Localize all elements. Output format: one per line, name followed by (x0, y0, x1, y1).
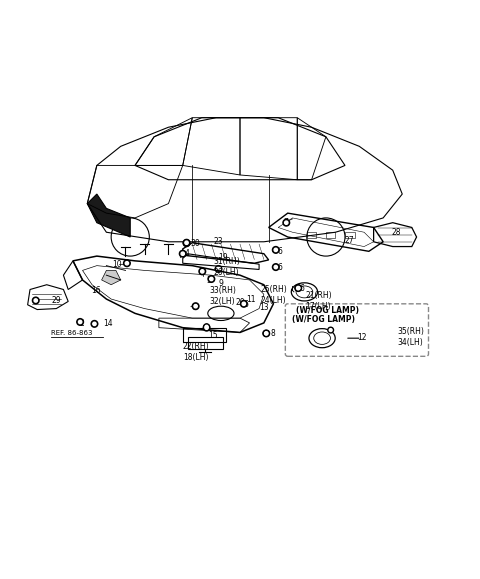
Circle shape (297, 287, 300, 290)
Text: 6: 6 (277, 247, 282, 256)
Circle shape (273, 247, 279, 253)
Circle shape (205, 326, 208, 329)
Circle shape (263, 330, 270, 337)
Text: 14: 14 (103, 320, 113, 328)
Circle shape (208, 276, 215, 283)
Text: 16: 16 (91, 287, 101, 295)
Circle shape (297, 287, 300, 290)
Text: 25(RH)
24(LH): 25(RH) 24(LH) (261, 285, 287, 305)
Text: 6: 6 (277, 263, 282, 272)
Circle shape (265, 332, 268, 335)
Circle shape (199, 268, 205, 274)
Text: 23: 23 (214, 237, 223, 246)
Circle shape (329, 329, 332, 332)
Text: 31(RH)
26(LH): 31(RH) 26(LH) (213, 257, 240, 277)
Circle shape (203, 324, 210, 331)
Text: 4: 4 (185, 249, 190, 258)
Text: 15: 15 (208, 331, 217, 340)
Circle shape (295, 285, 301, 291)
Text: 30: 30 (191, 239, 201, 248)
Text: 6: 6 (300, 284, 304, 292)
Text: 21(RH)
17(LH): 21(RH) 17(LH) (305, 291, 332, 312)
Text: 8: 8 (270, 329, 275, 338)
Text: 11: 11 (246, 295, 255, 304)
Text: 10: 10 (113, 260, 122, 269)
Circle shape (242, 302, 245, 306)
Text: REF. 86-863: REF. 86-863 (50, 331, 92, 336)
Text: 27: 27 (344, 236, 354, 245)
Circle shape (295, 285, 301, 291)
Text: 5: 5 (206, 276, 212, 285)
Text: 3: 3 (192, 303, 197, 312)
Circle shape (264, 332, 268, 335)
Circle shape (192, 303, 199, 310)
Text: 19: 19 (218, 253, 228, 262)
Text: 33(RH)
32(LH): 33(RH) 32(LH) (209, 285, 236, 306)
Circle shape (201, 270, 204, 273)
Circle shape (274, 248, 277, 251)
Text: 29: 29 (51, 296, 60, 305)
Circle shape (285, 221, 288, 224)
Circle shape (274, 265, 277, 269)
Circle shape (273, 263, 279, 270)
Circle shape (264, 331, 269, 336)
Circle shape (204, 324, 209, 329)
Circle shape (180, 250, 186, 257)
Circle shape (283, 219, 289, 226)
Polygon shape (87, 194, 130, 237)
Circle shape (93, 322, 96, 325)
Circle shape (125, 262, 129, 265)
Circle shape (123, 260, 130, 266)
Circle shape (77, 318, 84, 325)
Text: 9: 9 (218, 279, 223, 288)
Polygon shape (102, 270, 120, 285)
Text: 6: 6 (244, 300, 249, 309)
Circle shape (205, 325, 208, 328)
Text: 12: 12 (357, 333, 366, 342)
Circle shape (78, 320, 82, 324)
Circle shape (181, 252, 184, 255)
Text: 7: 7 (283, 218, 288, 227)
Text: 20: 20 (235, 298, 245, 307)
Circle shape (210, 277, 213, 281)
Text: 2: 2 (79, 319, 84, 328)
Text: (W/FOG LAMP): (W/FOG LAMP) (296, 306, 359, 316)
Circle shape (34, 299, 37, 302)
Circle shape (240, 301, 247, 307)
Circle shape (185, 241, 188, 244)
Text: 22(RH)
18(LH): 22(RH) 18(LH) (183, 342, 209, 362)
Circle shape (328, 327, 334, 333)
Text: 35(RH)
34(LH): 35(RH) 34(LH) (397, 327, 424, 347)
Text: 13: 13 (260, 303, 269, 312)
Circle shape (33, 297, 39, 304)
Circle shape (194, 305, 197, 308)
Text: 28: 28 (392, 228, 401, 237)
Circle shape (183, 239, 190, 246)
Text: (W/FOG LAMP): (W/FOG LAMP) (292, 315, 356, 324)
Circle shape (91, 321, 98, 327)
